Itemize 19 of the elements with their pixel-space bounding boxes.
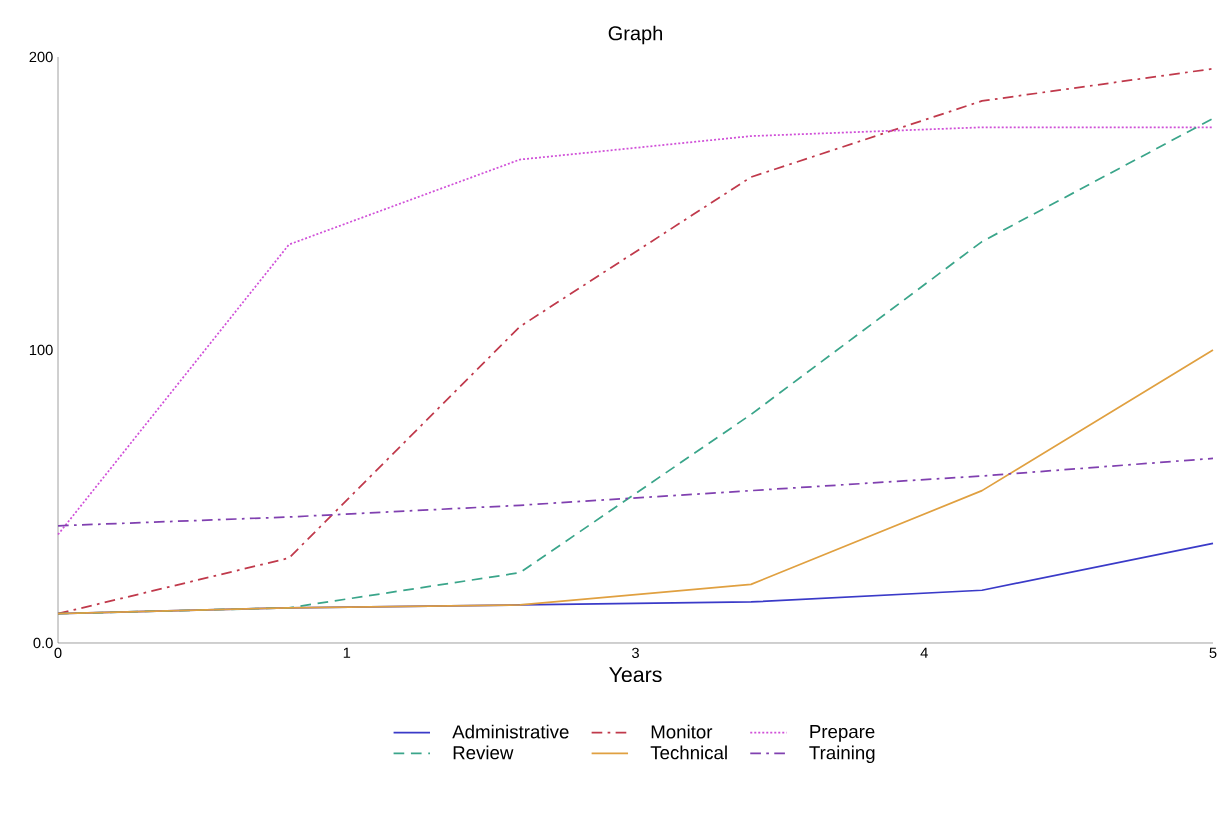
x-axis-title: Years bbox=[609, 667, 662, 683]
x-tick-label: 3 bbox=[631, 647, 639, 659]
legend-label: Training bbox=[809, 745, 875, 764]
legend-label: Monitor bbox=[651, 724, 713, 739]
chart-title: Graph bbox=[608, 25, 662, 45]
line-series bbox=[57, 457, 1214, 527]
y-tick-label: 0.0 bbox=[33, 637, 53, 649]
x-tick-label: 4 bbox=[920, 647, 928, 658]
line-series bbox=[57, 349, 1214, 615]
legend-label: Administrative bbox=[452, 724, 569, 739]
x-tick-label: 0 bbox=[54, 647, 62, 659]
legend-label: Technical bbox=[650, 745, 727, 760]
legend-label: Prepare bbox=[810, 725, 875, 742]
y-tick-label: 200 bbox=[29, 51, 53, 63]
y-tick-label: 100 bbox=[29, 344, 53, 356]
line-series bbox=[57, 126, 1214, 536]
legend-label: Review bbox=[453, 745, 514, 760]
x-tick-label: 5 bbox=[1209, 647, 1217, 658]
x-tick-label: 1 bbox=[343, 647, 351, 658]
